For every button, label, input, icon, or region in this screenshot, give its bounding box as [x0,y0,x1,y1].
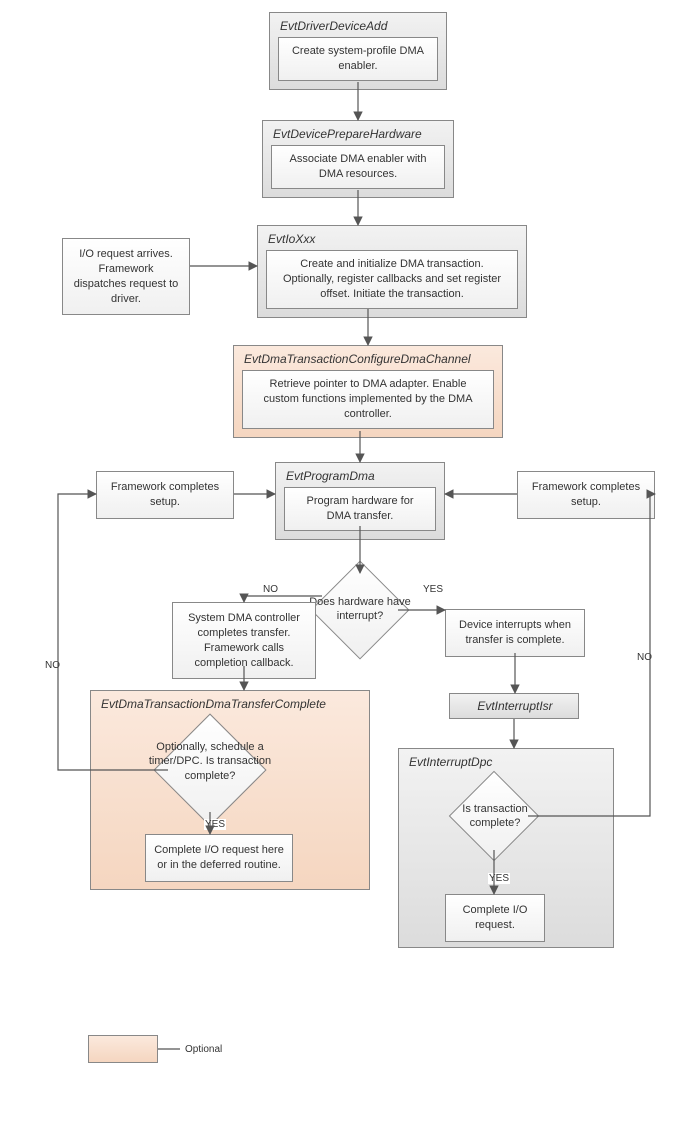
body-evtDmaConfigure: Retrieve pointer to DMA adapter. Enable … [242,370,494,429]
body-evtIoXxx: Create and initialize DMA transaction. O… [266,250,518,309]
node-sysDmaCompletes: System DMA controller completes transfer… [172,602,316,679]
node-evtIoXxx: EvtIoXxx Create and initialize DMA trans… [257,225,527,318]
title-evtIoXxx: EvtIoXxx [266,232,518,246]
decision-hardware-interrupt [311,561,410,660]
title-evtDmaConfigure: EvtDmaTransactionConfigureDmaChannel [242,352,494,366]
legend-swatch [88,1035,158,1063]
label-no-3: NO [636,652,653,663]
legend-label: Optional [184,1044,223,1055]
label-no-2: NO [44,660,61,671]
label-yes-1: YES [422,584,444,595]
node-fwSetupLeft: Framework completes setup. [96,471,234,519]
title-evtDmaTransferComplete: EvtDmaTransactionDmaTransferComplete [99,697,361,711]
node-completeIoRight: Complete I/O request. [445,894,545,942]
node-evtDevicePrepareHardware: EvtDevicePrepareHardware Associate DMA e… [262,120,454,198]
node-completeIoLeft: Complete I/O request here or in the defe… [145,834,293,882]
node-fwSetupRight: Framework completes setup. [517,471,655,519]
title-evtInterruptDpc: EvtInterruptDpc [407,755,605,769]
label-no-1: NO [262,584,279,595]
node-ioRequest: I/O request arrives. Framework dispatche… [62,238,190,315]
title-evtDevicePrepareHardware: EvtDevicePrepareHardware [271,127,445,141]
title-evtDriverDeviceAdd: EvtDriverDeviceAdd [278,19,438,33]
label-yes-2: YES [204,819,226,830]
title-evtProgramDma: EvtProgramDma [284,469,436,483]
node-evtDriverDeviceAdd: EvtDriverDeviceAdd Create system-profile… [269,12,447,90]
body-evtDriverDeviceAdd: Create system-profile DMA enabler. [278,37,438,81]
node-evtInterruptIsr: EvtInterruptIsr [449,693,579,719]
node-devInterrupts: Device interrupts when transfer is compl… [445,609,585,657]
body-evtDevicePrepareHardware: Associate DMA enabler with DMA resources… [271,145,445,189]
label-yes-3: YES [488,873,510,884]
node-evtDmaConfigure: EvtDmaTransactionConfigureDmaChannel Ret… [233,345,503,438]
body-evtProgramDma: Program hardware for DMA transfer. [284,487,436,531]
title-evtInterruptIsr: EvtInterruptIsr [458,699,570,713]
node-evtProgramDma: EvtProgramDma Program hardware for DMA t… [275,462,445,540]
